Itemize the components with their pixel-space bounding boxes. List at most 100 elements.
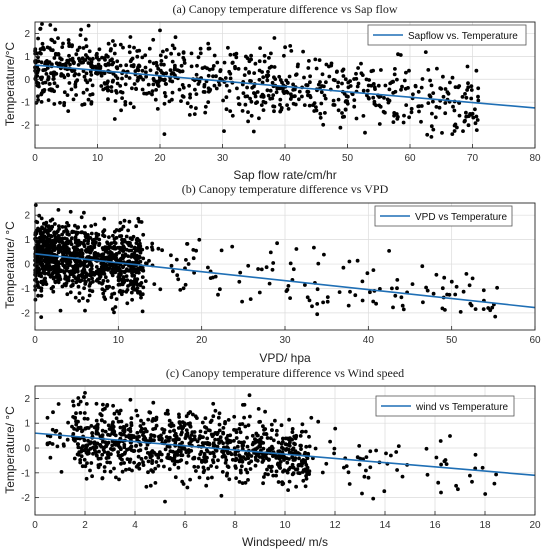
panel-b-data-point <box>97 280 102 285</box>
panel-b-data-point <box>132 280 137 284</box>
panel-c-data-point <box>357 462 362 467</box>
panel-b-data-point <box>43 266 48 271</box>
panel-a-data-point <box>38 47 43 51</box>
panel-c-data-point <box>100 439 105 444</box>
panel-b-data-point <box>120 241 124 246</box>
panel-c-data-point <box>94 450 98 454</box>
panel-c-data-point <box>141 463 146 467</box>
panel-c-data-point <box>203 425 207 429</box>
panel-c-data-point <box>246 478 250 482</box>
panel-b-data-point <box>135 282 140 287</box>
panel-b-data-point <box>390 286 394 291</box>
panel-a-data-point <box>80 56 85 61</box>
panel-a-data-point <box>400 84 404 89</box>
panel-c-data-point <box>207 441 212 446</box>
panel-b-data-point <box>61 269 65 273</box>
panel-b-data-point <box>94 265 99 269</box>
panel-c-data-point <box>283 436 288 441</box>
panel-c-data-point <box>286 488 290 492</box>
panel-a-data-point <box>363 130 367 135</box>
panel-b-data-point <box>197 237 202 242</box>
panel-b-data-point <box>160 248 165 253</box>
panel-b-data-point <box>130 273 135 278</box>
panel-a-data-point <box>464 95 469 100</box>
panel-c-data-point <box>384 451 388 456</box>
panel-b-data-point <box>322 252 326 257</box>
panel-c-data-point <box>88 441 93 445</box>
panel-c-data-point <box>290 462 295 467</box>
panel-c-data-point <box>186 454 191 458</box>
panel-a-data-point <box>268 88 273 93</box>
panel-b-data-point <box>307 298 312 303</box>
panel-c-data-point <box>163 447 168 452</box>
panel-c-data-point <box>294 484 298 489</box>
panel-a-data-point <box>113 99 118 103</box>
panel-a-data-point <box>319 90 324 95</box>
panel-b-data-point <box>56 236 61 240</box>
panel-c-data-point <box>287 443 292 448</box>
panel-b-data-point <box>61 250 65 255</box>
panel-a-data-point <box>172 46 177 51</box>
panel-c-data-point <box>119 419 124 424</box>
panel-a-data-point <box>466 85 471 90</box>
panel-c-data-point <box>177 420 182 425</box>
panel-a-data-point <box>49 48 53 52</box>
panel-a-data-point <box>51 73 56 78</box>
panel-b-data-point <box>156 246 161 251</box>
panel-c-data-point <box>197 456 201 461</box>
panel-a-data-point <box>72 73 77 78</box>
panel-c-data-point <box>143 427 148 431</box>
panel-c-data-point <box>240 422 245 426</box>
panel-c-data-point <box>211 460 216 465</box>
panel-a-data-point <box>112 117 117 121</box>
panel-c-data-point <box>228 433 233 438</box>
panel-b-data-point <box>38 229 43 234</box>
panel-a-data-point <box>69 87 74 92</box>
panel-a-data-point <box>62 103 66 108</box>
panel-c-data-point <box>150 419 155 423</box>
panel-c-data-point <box>198 452 203 457</box>
panel-b-data-point <box>49 286 54 291</box>
panel-b-data-point <box>92 272 97 277</box>
panel-a-data-point <box>433 115 438 120</box>
panel-b-data-point <box>192 270 197 275</box>
panel-c-data-point <box>172 462 177 467</box>
panel-a-data-point <box>162 91 167 95</box>
panel-a-data-point <box>302 75 306 80</box>
panel-c-data-point <box>174 434 179 439</box>
panel-b-data-point <box>79 230 84 235</box>
panel-c-data-point <box>268 447 273 452</box>
panel-a-data-point <box>77 72 81 77</box>
panel-c-data-point <box>82 395 86 399</box>
panel-c-data-point <box>237 480 242 484</box>
panel-c-data-point <box>76 426 81 430</box>
panel-c-data-point <box>95 422 100 427</box>
panel-a-data-point <box>59 72 64 76</box>
panel-a-fit-line <box>34 64 536 109</box>
panel-b-data-point <box>461 289 466 294</box>
panel-c-data-point <box>91 451 95 456</box>
panel-a-data-point <box>162 132 167 137</box>
panel-c-data-point <box>253 463 258 468</box>
panel-a-data-point <box>147 91 151 95</box>
panel-a-data-point <box>47 82 52 86</box>
panel-b-y-tick-label: -1 <box>21 284 30 295</box>
panel-a-data-point <box>123 82 128 87</box>
panel-b-data-point <box>107 257 112 262</box>
panel-c-data-point <box>66 420 70 425</box>
panel-c-data-point <box>213 431 218 435</box>
panel-b-data-point <box>109 295 114 300</box>
panel-a-data-point <box>89 63 94 67</box>
panel-b-data-point <box>393 293 398 298</box>
panel-a-data-point <box>203 104 208 109</box>
panel-a-data-point <box>243 94 248 99</box>
panel-c-data-point <box>443 458 448 462</box>
panel-a-title: (a) Canopy temperature difference vs Sap… <box>172 2 397 16</box>
panel-b-data-point <box>138 244 143 249</box>
panel-b-data-point <box>127 248 131 253</box>
panel-a-data-point <box>291 88 296 92</box>
panel-b-data-point <box>42 271 46 275</box>
panel-c-data-point <box>302 468 307 473</box>
panel-c-data-point <box>208 428 212 433</box>
panel-a-data-point <box>236 96 241 100</box>
